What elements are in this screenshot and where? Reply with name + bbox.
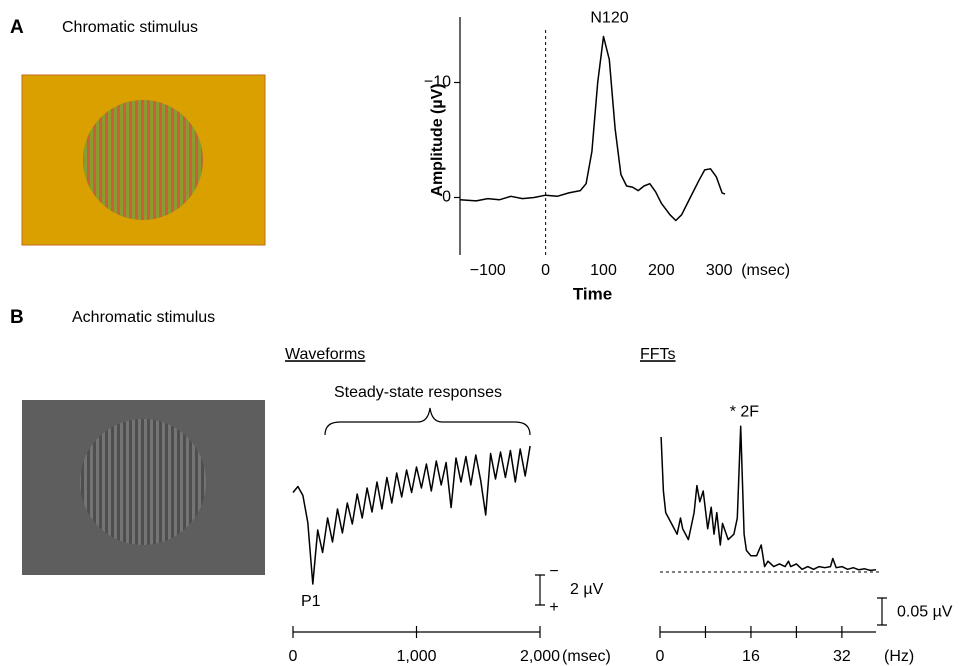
trace	[660, 425, 877, 572]
peak-label: N120	[590, 10, 628, 27]
x-unit: (msec)	[562, 648, 611, 665]
bracket	[324, 407, 531, 436]
y-tick-label: 0	[442, 189, 451, 206]
scale-bar	[877, 597, 887, 626]
x-tick-label: 300	[706, 262, 733, 279]
scale-sign: −	[549, 563, 558, 580]
chromatic-grating	[83, 100, 203, 220]
bracket-label: Steady-state responses	[334, 384, 502, 401]
x-tick-label: 0	[541, 262, 550, 279]
x-tick-label: 16	[742, 648, 760, 665]
panel-label: Chromatic stimulus	[62, 19, 198, 36]
scale-label: 2 µV	[570, 581, 604, 598]
scale-bar	[535, 574, 545, 606]
peak-label: * 2F	[730, 403, 760, 420]
x-tick-label: 0	[289, 648, 298, 665]
x-tick-label: −100	[470, 262, 506, 279]
panel-title: Waveforms	[285, 346, 365, 363]
panel-label: Achromatic stimulus	[72, 309, 215, 326]
peak-label: P1	[301, 593, 321, 610]
trace	[292, 445, 531, 585]
trace	[459, 35, 726, 222]
scale-sign: +	[549, 599, 558, 616]
scale-label: 0.05 µV	[897, 604, 953, 621]
achromatic-grating	[80, 419, 206, 545]
x-tick-label: 1,000	[396, 648, 436, 665]
panel-letter: A	[10, 17, 24, 38]
panel-letter: B	[10, 307, 24, 328]
x-unit: (Hz)	[884, 648, 914, 665]
panel-title: FFTs	[640, 346, 676, 363]
x-tick-label: 100	[590, 262, 617, 279]
x-tick-label: 2,000	[520, 648, 560, 665]
x-tick-label: 200	[648, 262, 675, 279]
x-tick-label: 0	[656, 648, 665, 665]
x-tick-label: 32	[833, 648, 851, 665]
y-tick-label: −10	[424, 74, 451, 91]
x-unit: (msec)	[741, 262, 790, 279]
y-axis-label: Amplitude (µV)	[429, 83, 446, 196]
x-axis-label: Time	[573, 284, 612, 303]
